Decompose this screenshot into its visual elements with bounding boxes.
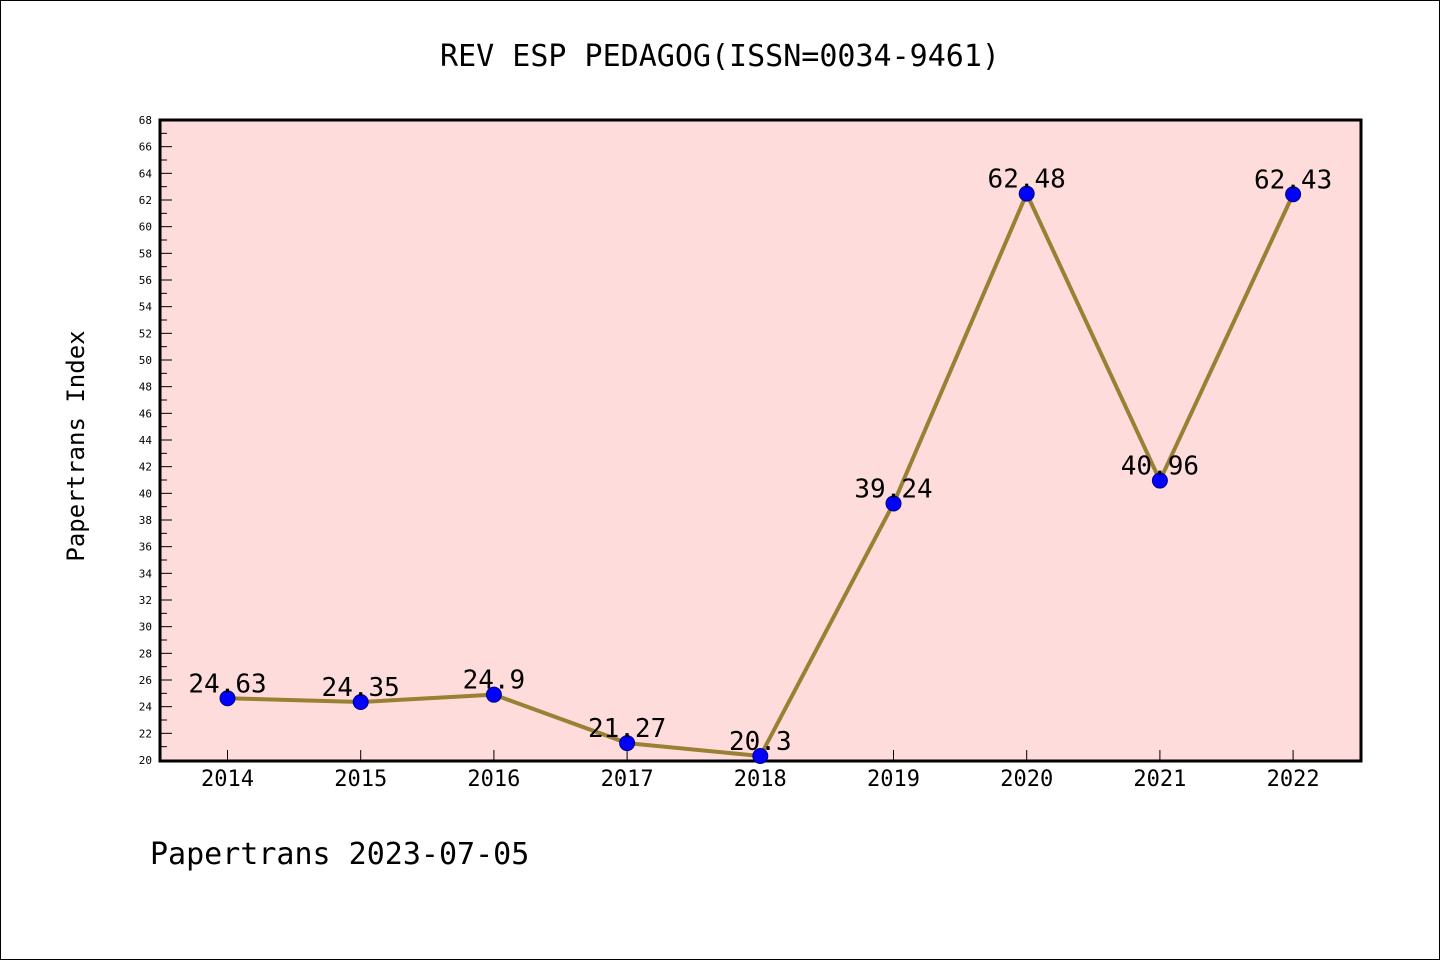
data-point [619, 735, 636, 752]
y-tick-label: 24 [139, 701, 153, 714]
series-line-group: 24.63 24.35 24.9 21.27 20.3 39.24 62.48 40.96 62… [188, 165, 1332, 764]
x-tick-label: 2019 [867, 767, 920, 792]
y-tick-label: 40 [139, 487, 152, 500]
data-point [219, 690, 236, 707]
y-tick-label: 28 [139, 647, 152, 660]
y-tick-label: 56 [139, 274, 152, 287]
x-tick-label: 2021 [1133, 767, 1186, 792]
x-tick-label: 2018 [734, 767, 787, 792]
y-tick-label: 60 [139, 221, 152, 234]
footer-text: Papertrans 2023-07-05 [150, 837, 529, 872]
x-axis: 2014 2015 2016 2017 2018 2019 2020 2021 2022 [201, 750, 1320, 792]
data-label: 40.96 [1121, 452, 1199, 482]
data-point [1285, 186, 1302, 203]
y-tick-label: 38 [139, 514, 152, 527]
data-point [485, 686, 502, 703]
y-tick-label: 68 [139, 114, 152, 127]
x-tick-label: 2016 [467, 767, 520, 792]
y-tick-label: 30 [139, 621, 152, 634]
data-point [752, 748, 769, 764]
data-label: 24.63 [188, 669, 266, 699]
y-tick-label: 50 [139, 354, 152, 367]
data-label: 39.24 [854, 474, 932, 504]
y-tick-label: 52 [139, 327, 152, 340]
chart-title: REV ESP PEDAGOG(ISSN=0034-9461) [440, 39, 1000, 74]
x-tick-label: 2015 [334, 767, 387, 792]
y-tick-label: 20 [139, 754, 152, 767]
y-tick-label: 46 [139, 407, 152, 420]
data-point [885, 495, 902, 512]
y-tick-label: 26 [139, 674, 152, 687]
data-label: 62.48 [988, 165, 1066, 195]
y-tick-label: 36 [139, 541, 152, 554]
y-tick-label: 62 [139, 194, 152, 207]
data-point [1151, 472, 1168, 489]
data-label: 62.43 [1254, 165, 1332, 195]
y-tick-label: 34 [139, 567, 153, 580]
y-tick-label: 64 [139, 167, 153, 180]
y-axis-label: Papertrans Index [62, 330, 90, 561]
data-point [1018, 185, 1035, 202]
y-tick-label: 22 [139, 727, 152, 740]
plot-area [158, 118, 1363, 763]
y-tick-label: 66 [139, 141, 152, 154]
y-axis: 20 22 24 26 28 30 32 34 36 38 40 42 44 46 48 50 52 54 56 58… [139, 114, 172, 767]
data-label: 20.3 [729, 727, 792, 757]
y-tick-label: 48 [139, 381, 152, 394]
data-label: 24.35 [322, 673, 400, 703]
data-label: 24.9 [463, 666, 526, 696]
y-tick-label: 54 [139, 301, 153, 314]
x-tick-label: 2020 [1000, 767, 1053, 792]
y-tick-label: 44 [139, 434, 153, 447]
y-tick-label: 42 [139, 461, 152, 474]
data-label: 21.27 [588, 714, 666, 744]
y-tick-label: 32 [139, 594, 152, 607]
x-tick-label: 2014 [201, 767, 254, 792]
y-tick-label: 58 [139, 247, 152, 260]
data-point [352, 694, 369, 710]
x-tick-label: 2022 [1267, 767, 1320, 792]
x-tick-label: 2017 [601, 767, 654, 792]
